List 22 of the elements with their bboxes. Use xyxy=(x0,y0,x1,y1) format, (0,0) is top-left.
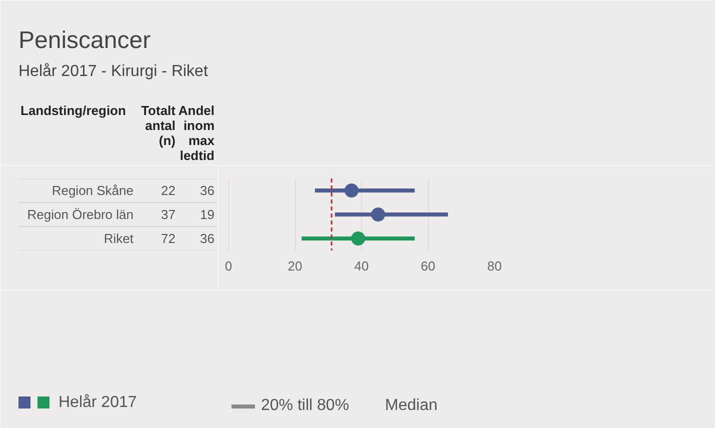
data-label: 37 xyxy=(161,207,176,222)
text: Median xyxy=(385,397,438,415)
text: Andel inom max ledtid xyxy=(178,103,216,163)
category-label: Region Skåne xyxy=(52,183,134,198)
data-label: 36 xyxy=(200,231,215,246)
category-label: Region Örebro län xyxy=(27,207,134,222)
text: Peniscancer xyxy=(18,27,151,54)
text: 20% till 80% xyxy=(261,397,350,415)
text: Helår 2017 - Kirurgi - Riket xyxy=(18,63,208,80)
x-tick-label: 20 xyxy=(288,258,302,274)
data-label: 22 xyxy=(161,183,176,198)
x-tick-label: 0 xyxy=(224,258,232,274)
data-label: 72 xyxy=(161,231,176,246)
x-tick-label: 60 xyxy=(420,258,436,274)
data-label: 36 xyxy=(200,183,215,198)
category-label: Riket xyxy=(104,231,134,246)
x-tick-label: 80 xyxy=(487,258,502,274)
x-tick-label: 40 xyxy=(354,258,369,274)
legend-label: Helår 2017 xyxy=(58,394,137,411)
series-label: Totalt antal (n) xyxy=(141,103,176,148)
data-label: 19 xyxy=(200,207,215,222)
text: Landsting/region xyxy=(20,103,126,118)
